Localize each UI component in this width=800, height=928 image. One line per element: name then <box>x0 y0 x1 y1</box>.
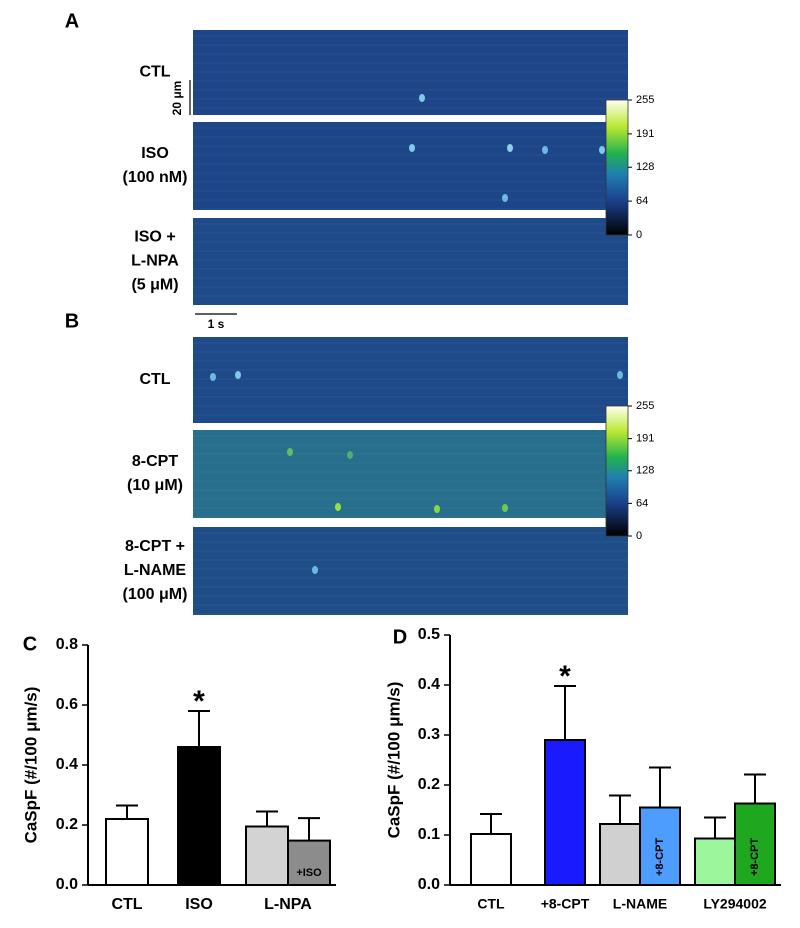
x-tick-label: ISO <box>185 896 213 913</box>
colorbar <box>605 99 629 236</box>
colorbar-tick-label: 128 <box>636 465 654 477</box>
bar <box>694 837 736 886</box>
calcium-spark <box>507 144 513 152</box>
x-tick-label: CTL <box>477 896 505 912</box>
colorbar-tick-label: 191 <box>636 128 654 140</box>
calcium-spark <box>312 566 318 574</box>
calcium-spark <box>434 505 440 513</box>
line-scan-image <box>193 30 628 115</box>
bar-label: +8-CPT <box>654 838 666 876</box>
row-label: (5 μM) <box>131 277 178 294</box>
row-label: 8-CPT <box>132 453 178 470</box>
time-scale-label: 1 s <box>208 317 225 331</box>
bar <box>470 833 512 886</box>
y-tick-label: 0.2 <box>418 776 440 793</box>
colorbar-tick-label: 255 <box>636 400 654 412</box>
y-tick-label: 0.2 <box>56 816 78 833</box>
calcium-spark <box>287 448 293 456</box>
line-scan-image <box>193 218 628 305</box>
calcium-spark <box>542 146 548 154</box>
bar-label: +8-CPT <box>749 838 761 876</box>
bar <box>544 739 586 886</box>
colorbar-tick-label: 191 <box>636 433 654 445</box>
calcium-spark <box>210 373 216 381</box>
calcium-spark <box>235 371 241 379</box>
bar <box>105 818 149 886</box>
y-tick-label: 0.8 <box>56 636 78 653</box>
line-scan-image <box>193 527 628 615</box>
calcium-spark <box>599 146 605 154</box>
y-tick-label: 0.0 <box>418 876 440 893</box>
calcium-spark <box>502 504 508 512</box>
row-label: (100 μM) <box>123 586 188 603</box>
colorbar-tick-label: 0 <box>636 530 642 542</box>
row-label: CTL <box>139 371 170 388</box>
y-tick-label: 0.0 <box>56 876 78 893</box>
significance-marker: * <box>559 660 571 693</box>
calcium-spark <box>419 94 425 102</box>
row-label: L-NPA <box>131 253 179 270</box>
x-tick-label: +8-CPT <box>541 896 590 912</box>
y-tick-label: 0.3 <box>418 726 440 743</box>
colorbar-tick-label: 128 <box>636 161 654 173</box>
panel-label: B <box>65 310 79 332</box>
row-label: L-NAME <box>124 562 187 579</box>
row-label: (100 nM) <box>123 169 188 186</box>
bar-label: +ISO <box>296 867 322 879</box>
x-tick-label: L-NAME <box>613 896 667 912</box>
line-scan-image <box>193 122 628 210</box>
calcium-spark <box>502 194 508 202</box>
calcium-spark <box>347 451 353 459</box>
y-tick-label: 0.6 <box>56 696 78 713</box>
y-axis-label: CaSpF (#/100 μm/s) <box>384 682 403 839</box>
significance-marker: * <box>193 685 205 718</box>
bar <box>734 802 776 886</box>
x-tick-label: L-NPA <box>264 896 312 913</box>
line-scan-image <box>193 337 628 423</box>
y-tick-label: 0.4 <box>418 676 440 693</box>
calcium-spark <box>617 371 623 379</box>
colorbar-tick-label: 0 <box>636 229 642 241</box>
y-tick-label: 0.5 <box>418 626 440 643</box>
bar <box>287 839 331 886</box>
colorbar <box>605 405 629 537</box>
row-label: 8-CPT + <box>125 538 185 555</box>
bar <box>177 746 221 886</box>
calcium-spark <box>335 503 341 511</box>
panel-label: C <box>23 633 37 655</box>
row-label: CTL <box>139 64 170 81</box>
line-scan-image <box>193 430 628 518</box>
panel-label: D <box>393 626 407 648</box>
x-tick-label: CTL <box>111 896 142 913</box>
panel-label: A <box>65 10 79 32</box>
y-tick-label: 0.1 <box>418 826 440 843</box>
x-tick-label: LY294002 <box>703 896 767 912</box>
y-tick-label: 0.4 <box>56 756 78 773</box>
y-axis-label: CaSpF (#/100 μm/s) <box>21 687 40 844</box>
space-scale-label: 20 μm <box>170 81 184 116</box>
colorbar-tick-label: 64 <box>636 195 648 207</box>
bar <box>245 825 289 886</box>
colorbar-tick-label: 255 <box>636 94 654 106</box>
row-label: ISO + <box>134 229 175 246</box>
calcium-spark <box>409 144 415 152</box>
row-label: (10 μM) <box>127 477 183 494</box>
bar <box>599 823 641 886</box>
row-label: ISO <box>141 145 169 162</box>
colorbar-tick-label: 64 <box>636 497 648 509</box>
